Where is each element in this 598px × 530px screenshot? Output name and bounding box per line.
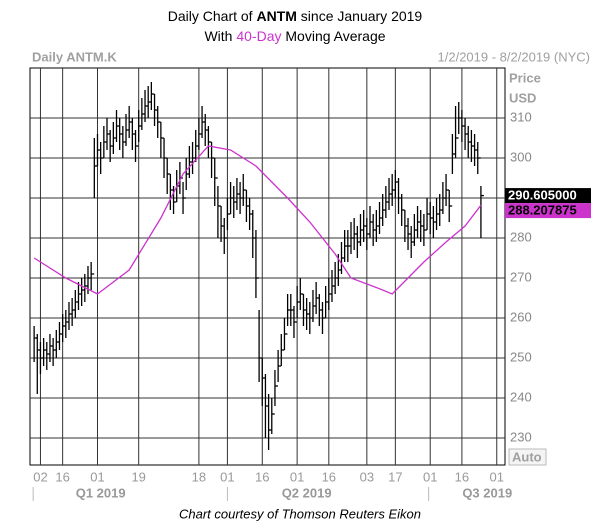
x-tick-label: 01: [423, 469, 437, 484]
header-right: 1/2/2019 - 8/2/2019 (NYC): [438, 49, 590, 64]
y-tick-label: 280: [510, 229, 532, 244]
axis-label: USD: [509, 90, 536, 105]
x-tick-label: 16: [455, 469, 469, 484]
chart-title: Daily Chart of ANTM since January 2019: [168, 8, 423, 24]
chart-subtitle: With 40-Day Moving Average: [204, 28, 385, 44]
x-tick-label: 17: [388, 469, 402, 484]
x-tick-label: 01: [290, 469, 304, 484]
moving-average-line: [33, 145, 482, 295]
x-tick-label: 18: [192, 469, 206, 484]
last-value-box: [505, 203, 591, 219]
quarter-label: Q1 2019: [76, 485, 126, 500]
y-tick-label: 240: [510, 389, 532, 404]
x-tick-label: 03: [360, 469, 374, 484]
y-tick-label: 310: [510, 109, 532, 124]
x-tick-label: 01: [90, 469, 104, 484]
x-tick-label: 16: [55, 469, 69, 484]
y-tick-label: 260: [510, 309, 532, 324]
y-tick-label: 300: [510, 149, 532, 164]
y-tick-label: 250: [510, 349, 532, 364]
last-value-box: [505, 188, 591, 204]
title-part: Daily Chart of: [168, 8, 257, 24]
auto-box: [508, 448, 547, 466]
footer: Chart courtesy of Thomson Reuters Eikon: [179, 506, 421, 521]
subtitle-part: Moving Average: [282, 28, 386, 44]
title-part: since January 2019: [297, 8, 423, 24]
title-ticker: ANTM: [256, 8, 296, 24]
header-left: Daily ANTM.K: [32, 49, 117, 64]
quarter-label: Q3 2019: [462, 485, 512, 500]
scale-mode: Auto: [512, 449, 542, 464]
x-tick-label: 16: [255, 469, 269, 484]
y-tick-label: 230: [510, 429, 532, 444]
x-tick-label: 19: [131, 469, 145, 484]
x-tick-label: 02: [33, 469, 47, 484]
x-tick-label: 16: [322, 469, 336, 484]
x-tick-label: 01: [220, 469, 234, 484]
axis-label: Price: [509, 70, 541, 85]
last-value-label: 288.207875: [508, 203, 577, 218]
y-tick-label: 270: [510, 269, 532, 284]
x-tick-label: 01: [490, 469, 504, 484]
subtitle-series: 40-Day: [236, 28, 281, 44]
quarter-label: Q2 2019: [282, 485, 332, 500]
subtitle-part: With: [204, 28, 236, 44]
last-value-label: 290.605000: [508, 188, 577, 203]
